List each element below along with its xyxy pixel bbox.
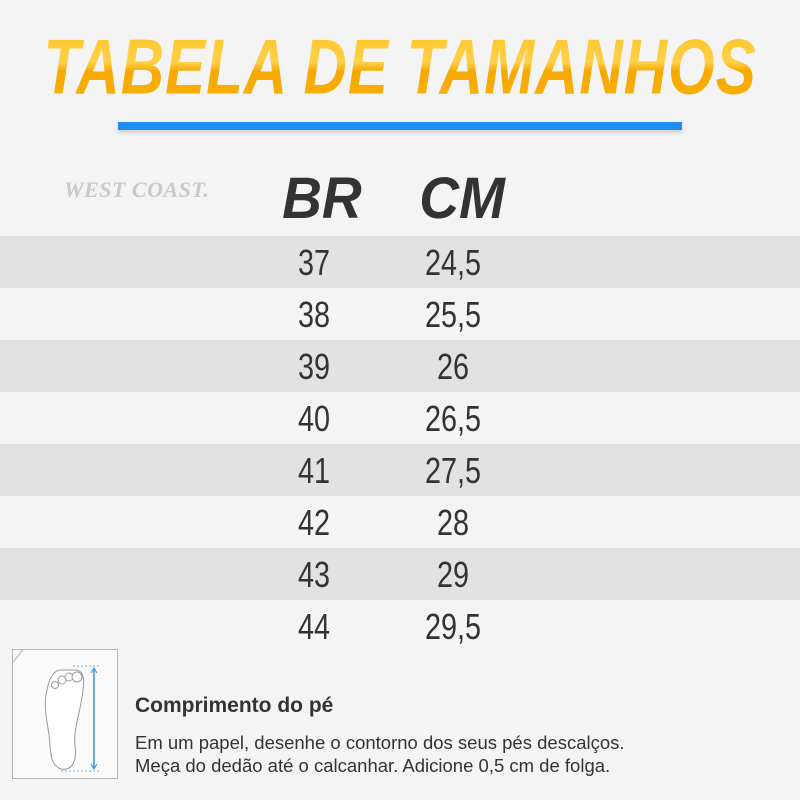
table-row: 42 28 [0, 496, 800, 548]
cm-size: 27,5 [424, 450, 482, 491]
br-size: 44 [297, 606, 331, 647]
cm-size: 26,5 [424, 398, 482, 439]
instruction-line-1: Em um papel, desenhe o contorno dos seus… [135, 732, 625, 753]
br-size: 42 [297, 502, 331, 543]
header-br: BR [282, 166, 362, 231]
table-row: 43 29 [0, 548, 800, 600]
br-size: 39 [297, 346, 331, 387]
table-row: 38 25,5 [0, 288, 800, 340]
br-size: 43 [297, 554, 331, 595]
title-underline [118, 122, 682, 130]
cm-size: 28 [436, 502, 470, 543]
table-row: 40 26,5 [0, 392, 800, 444]
size-table: 37 24,5 38 25,5 39 26 40 26,5 41 27,5 42 28 43… [0, 236, 800, 652]
table-row: 41 27,5 [0, 444, 800, 496]
instruction-line-2: Meça do dedão até o calcanhar. Adicione … [135, 755, 611, 776]
br-size: 38 [297, 294, 331, 335]
foot-measure-icon [12, 649, 118, 779]
page-title: TABELA DE TAMANHOS [0, 22, 800, 112]
br-size: 37 [297, 242, 331, 283]
table-row: 37 24,5 [0, 236, 800, 288]
brand-logo: WEST COAST. [64, 177, 210, 202]
table-row: 44 29,5 [0, 600, 800, 652]
cm-size: 29 [436, 554, 470, 595]
br-size: 41 [297, 450, 331, 491]
cm-size: 24,5 [424, 242, 482, 283]
cm-size: 25,5 [424, 294, 482, 335]
foot-length-title: Comprimento do pé [135, 694, 334, 717]
cm-size: 26 [436, 346, 470, 387]
header-cm: CM [419, 166, 505, 231]
br-size: 40 [297, 398, 331, 439]
cm-size: 29,5 [424, 606, 482, 647]
instructions: Em um papel, desenhe o contorno dos seus… [135, 731, 625, 777]
table-row: 39 26 [0, 340, 800, 392]
